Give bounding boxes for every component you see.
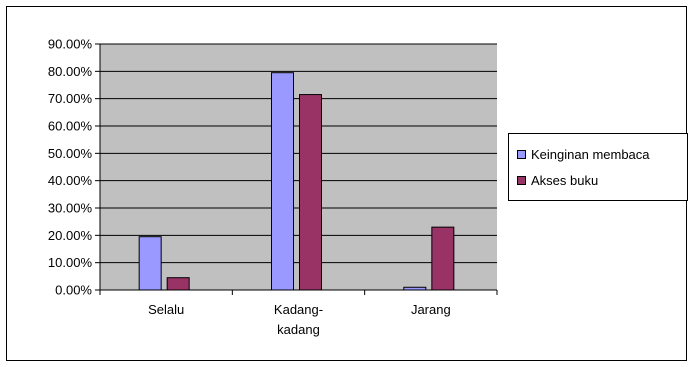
y-tick-label: 60.00% bbox=[48, 119, 93, 134]
legend-swatch-1 bbox=[517, 175, 526, 185]
gridlines bbox=[100, 43, 497, 264]
bar-keinginan-membaca-0 bbox=[138, 236, 162, 291]
legend: Keinginan membaca Akses buku bbox=[508, 133, 688, 201]
y-tick-label: 0.00% bbox=[55, 283, 92, 298]
legend-label-0: Keinginan membaca bbox=[531, 146, 650, 162]
axes bbox=[95, 43, 498, 295]
bar-akses-buku-2 bbox=[431, 226, 455, 291]
y-tick-label: 70.00% bbox=[48, 91, 93, 106]
y-tick-label: 30.00% bbox=[48, 201, 93, 216]
x-category-label: Jarang bbox=[411, 302, 451, 317]
legend-swatch-0 bbox=[517, 149, 526, 159]
legend-item-1: Akses buku bbox=[517, 172, 598, 188]
legend-item-0: Keinginan membaca bbox=[517, 146, 650, 162]
x-category-label: kadang bbox=[277, 322, 320, 337]
legend-label-1: Akses buku bbox=[531, 172, 599, 188]
plot-area bbox=[100, 44, 497, 290]
bar-akses-buku-0 bbox=[166, 277, 190, 291]
x-category-label: Kadang- bbox=[274, 302, 323, 317]
bar-keinginan-membaca-1 bbox=[271, 72, 294, 291]
y-tick-label: 80.00% bbox=[48, 64, 93, 79]
y-tick-label: 50.00% bbox=[48, 146, 93, 161]
labels: 0.00% 10.00% 20.00% 30.00% 40.00% 50.00% 60.00… bbox=[48, 37, 451, 338]
y-tick-label: 20.00% bbox=[48, 228, 93, 243]
bar-akses-buku-1 bbox=[299, 94, 322, 291]
y-tick-label: 90.00% bbox=[48, 37, 93, 52]
bars bbox=[138, 72, 455, 291]
y-tick-label: 10.00% bbox=[48, 255, 93, 270]
y-tick-label: 40.00% bbox=[48, 173, 93, 188]
x-category-label: Selalu bbox=[148, 302, 184, 317]
